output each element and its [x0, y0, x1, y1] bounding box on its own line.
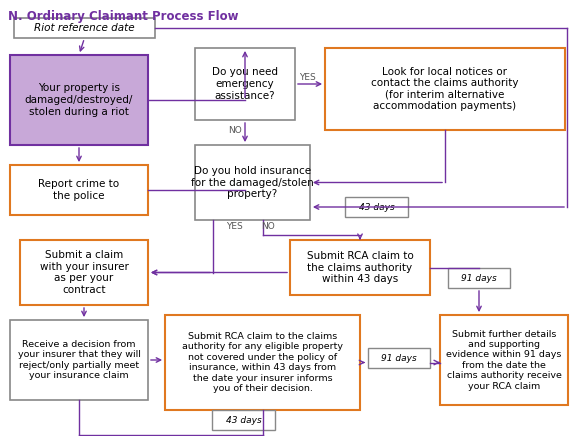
- Text: Report crime to
the police: Report crime to the police: [39, 179, 120, 201]
- Text: Submit a claim
with your insurer
as per your
contract: Submit a claim with your insurer as per …: [39, 250, 128, 295]
- FancyBboxPatch shape: [14, 18, 155, 38]
- FancyBboxPatch shape: [195, 48, 295, 120]
- FancyBboxPatch shape: [20, 240, 148, 305]
- Text: Receive a decision from
your insurer that they will
reject/only partially meet
y: Receive a decision from your insurer tha…: [17, 340, 140, 380]
- FancyBboxPatch shape: [325, 48, 565, 130]
- Text: Submit further details
and supporting
evidence within 91 days
from the date the
: Submit further details and supporting ev…: [446, 330, 562, 391]
- Text: 43 days: 43 days: [358, 202, 394, 211]
- FancyBboxPatch shape: [368, 348, 430, 368]
- Text: Riot reference date: Riot reference date: [34, 23, 135, 33]
- FancyBboxPatch shape: [195, 145, 310, 220]
- FancyBboxPatch shape: [440, 315, 568, 405]
- Text: 43 days: 43 days: [225, 416, 261, 425]
- FancyBboxPatch shape: [10, 165, 148, 215]
- Text: N. Ordinary Claimant Process Flow: N. Ordinary Claimant Process Flow: [8, 10, 239, 23]
- Text: Look for local notices or
contact the claims authority
(for interim alternative
: Look for local notices or contact the cl…: [371, 67, 518, 112]
- FancyBboxPatch shape: [165, 315, 360, 410]
- Text: Submit RCA claim to the claims
authority for any eligible property
not covered u: Submit RCA claim to the claims authority…: [182, 332, 343, 393]
- Text: Submit RCA claim to
the claims authority
within 43 days: Submit RCA claim to the claims authority…: [306, 251, 413, 284]
- Text: Do you hold insurance
for the damaged/stolen
property?: Do you hold insurance for the damaged/st…: [191, 166, 314, 199]
- Text: YES: YES: [226, 221, 243, 231]
- FancyBboxPatch shape: [10, 320, 148, 400]
- FancyBboxPatch shape: [212, 410, 275, 430]
- FancyBboxPatch shape: [448, 268, 510, 288]
- Text: YES: YES: [299, 74, 316, 82]
- FancyBboxPatch shape: [290, 240, 430, 295]
- Text: NO: NO: [228, 126, 242, 134]
- Text: Your property is
damaged/destroyed/
stolen during a riot: Your property is damaged/destroyed/ stol…: [25, 83, 133, 116]
- Text: 91 days: 91 days: [461, 273, 497, 283]
- Text: 91 days: 91 days: [381, 354, 417, 362]
- FancyBboxPatch shape: [10, 55, 148, 145]
- Text: Do you need
emergency
assistance?: Do you need emergency assistance?: [212, 68, 278, 101]
- Text: NO: NO: [261, 221, 275, 231]
- FancyBboxPatch shape: [345, 197, 408, 217]
